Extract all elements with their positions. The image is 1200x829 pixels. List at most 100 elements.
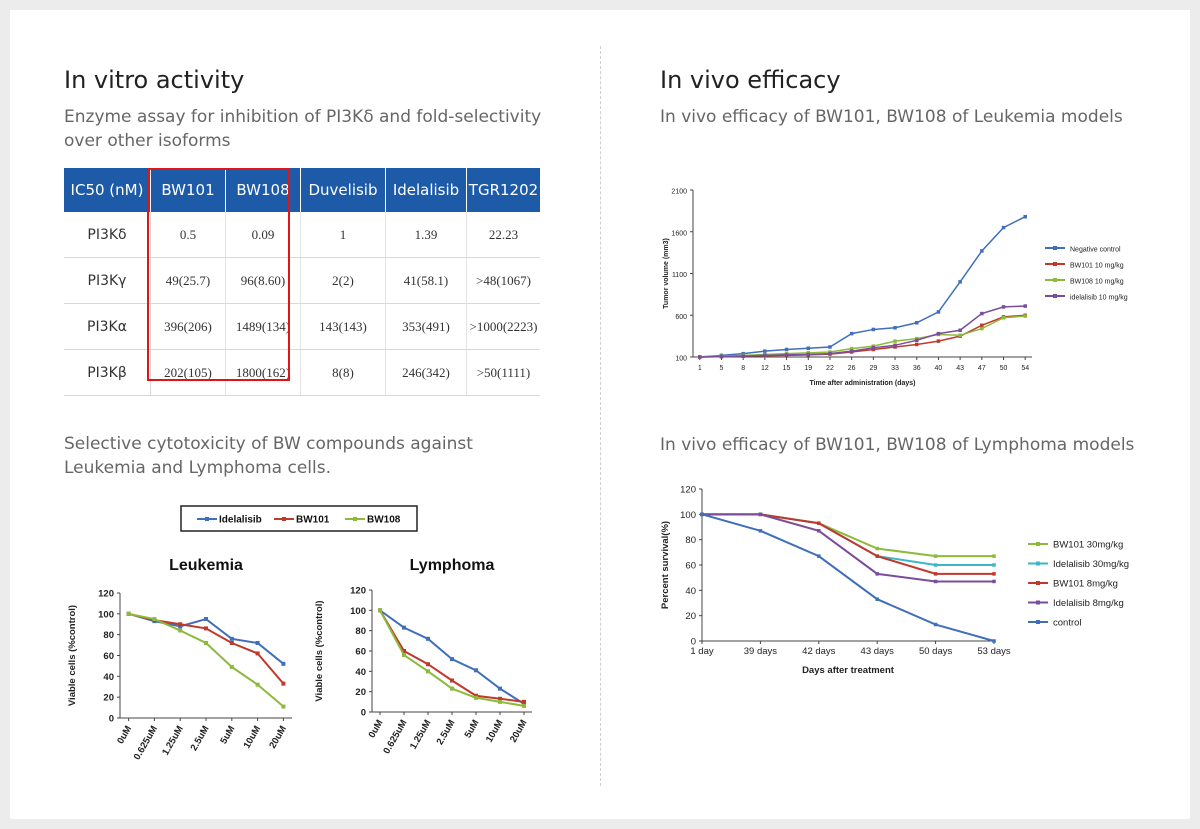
y-tick-label: 0 bbox=[361, 708, 366, 719]
legend-label: Idelalisib bbox=[219, 515, 262, 526]
x-tick-label: 15 bbox=[783, 365, 791, 372]
data-point bbox=[875, 597, 879, 601]
y-tick-label: 40 bbox=[685, 586, 696, 597]
data-point bbox=[806, 346, 811, 350]
data-point bbox=[522, 703, 526, 708]
data-point bbox=[178, 628, 183, 633]
table-cell: >50(1111) bbox=[466, 349, 540, 396]
data-point bbox=[980, 323, 984, 328]
data-point bbox=[763, 349, 767, 353]
data-point bbox=[763, 353, 767, 358]
legend-label: BW101 8mg/kg bbox=[1053, 579, 1118, 590]
y-tick-label: 600 bbox=[675, 314, 687, 321]
y-axis-label: Viable cells (%control) bbox=[67, 605, 78, 706]
data-point bbox=[992, 579, 996, 584]
data-point bbox=[933, 572, 938, 576]
data-point bbox=[992, 639, 996, 643]
data-point bbox=[1023, 214, 1027, 219]
table-cell: 143(143) bbox=[300, 303, 386, 350]
x-axis-label: Days after treatment bbox=[802, 665, 895, 676]
data-point bbox=[450, 686, 454, 691]
x-tick-label: 47 bbox=[978, 365, 986, 372]
table-cell: PI3Kα bbox=[64, 303, 151, 350]
data-point bbox=[1001, 316, 1006, 320]
table-cell: 1 bbox=[300, 212, 386, 258]
data-point bbox=[875, 546, 879, 551]
legend-marker bbox=[1053, 294, 1057, 298]
x-tick-label: 40 bbox=[935, 365, 943, 372]
data-point bbox=[700, 512, 704, 517]
data-point bbox=[936, 331, 941, 336]
data-point bbox=[893, 326, 897, 330]
chart-title: Leukemia bbox=[169, 557, 243, 574]
table-cell: 22.23 bbox=[466, 212, 540, 258]
table-cell: >1000(2223) bbox=[466, 303, 540, 350]
y-tick-label: 40 bbox=[103, 672, 114, 683]
data-point bbox=[849, 331, 854, 336]
x-tick-label: 1.25uM bbox=[408, 718, 434, 751]
data-point bbox=[178, 624, 183, 629]
legend-label: Idelalisib 8mg/kg bbox=[1053, 598, 1124, 609]
data-point bbox=[817, 529, 821, 533]
data-point bbox=[958, 333, 962, 338]
x-tick-label: 0.625uM bbox=[381, 718, 409, 756]
table-cell: 396(206) bbox=[150, 303, 226, 350]
data-point bbox=[849, 349, 854, 353]
data-point bbox=[980, 311, 984, 316]
data-point bbox=[893, 343, 897, 348]
x-tick-label: 50 bbox=[1000, 365, 1008, 372]
data-point bbox=[426, 669, 430, 674]
legend-marker bbox=[1053, 246, 1057, 250]
data-point bbox=[402, 625, 406, 630]
x-tick-label: 42 days bbox=[802, 646, 836, 657]
x-tick-label: 2.5uM bbox=[435, 718, 458, 747]
leukemia-invivo-subtitle: In vivo efficacy of BW101, BW108 of Leuk… bbox=[660, 107, 1123, 127]
y-axis-label: Viable cells (%control) bbox=[314, 600, 325, 701]
table-header: IC50 (nM) bbox=[64, 168, 151, 212]
x-tick-label: 22 bbox=[826, 365, 834, 372]
x-tick-label: 12 bbox=[761, 365, 769, 372]
series-line bbox=[699, 305, 1026, 358]
table-row: PI3Kα 396(206) 1489(134) 143(143) 353(49… bbox=[64, 303, 540, 350]
legend-label: control bbox=[1053, 618, 1082, 629]
legend-marker bbox=[1036, 561, 1040, 566]
data-point bbox=[875, 572, 879, 576]
data-point bbox=[936, 339, 941, 343]
table-header-row: IC50 (nM) BW101 BW108 Duvelisib Idelalis… bbox=[64, 168, 540, 212]
data-point bbox=[893, 339, 897, 343]
series-line bbox=[702, 513, 994, 583]
data-point bbox=[719, 354, 724, 359]
x-axis-label: Time after administration (days) bbox=[809, 380, 915, 387]
legend-marker bbox=[1036, 600, 1040, 605]
table-cell: 41(58.1) bbox=[385, 257, 467, 304]
data-point bbox=[281, 704, 286, 709]
legend-label: BW108 10 mg/kg bbox=[1070, 279, 1124, 286]
data-point bbox=[152, 617, 157, 622]
data-point bbox=[958, 280, 962, 284]
data-point bbox=[1023, 304, 1027, 308]
y-tick-label: 20 bbox=[685, 611, 696, 622]
data-point bbox=[817, 521, 821, 525]
y-axis-label: Percent survival(%) bbox=[660, 521, 671, 609]
data-point bbox=[255, 641, 260, 645]
y-tick-label: 80 bbox=[103, 630, 114, 641]
y-tick-label: 100 bbox=[98, 609, 114, 620]
x-tick-label: 8 bbox=[741, 365, 745, 372]
x-tick-label: 1 bbox=[698, 365, 702, 372]
y-tick-label: 20 bbox=[103, 693, 114, 704]
y-tick-label: 100 bbox=[680, 510, 696, 521]
data-point bbox=[914, 342, 919, 347]
data-point bbox=[992, 572, 996, 576]
table-cell: 246(342) bbox=[385, 349, 467, 396]
legend-box bbox=[180, 505, 418, 532]
table-row: PI3Kγ 49(25.7) 96(8.60) 2(2) 41(58.1) >4… bbox=[64, 257, 540, 304]
data-point bbox=[204, 626, 208, 631]
data-point bbox=[933, 554, 938, 558]
data-point bbox=[378, 608, 382, 613]
series-line bbox=[699, 216, 1026, 358]
data-point bbox=[871, 346, 876, 350]
legend-marker bbox=[1036, 620, 1040, 624]
table-cell: 202(105) bbox=[150, 349, 226, 396]
highlight-box bbox=[147, 168, 290, 381]
y-tick-label: 80 bbox=[355, 626, 366, 637]
